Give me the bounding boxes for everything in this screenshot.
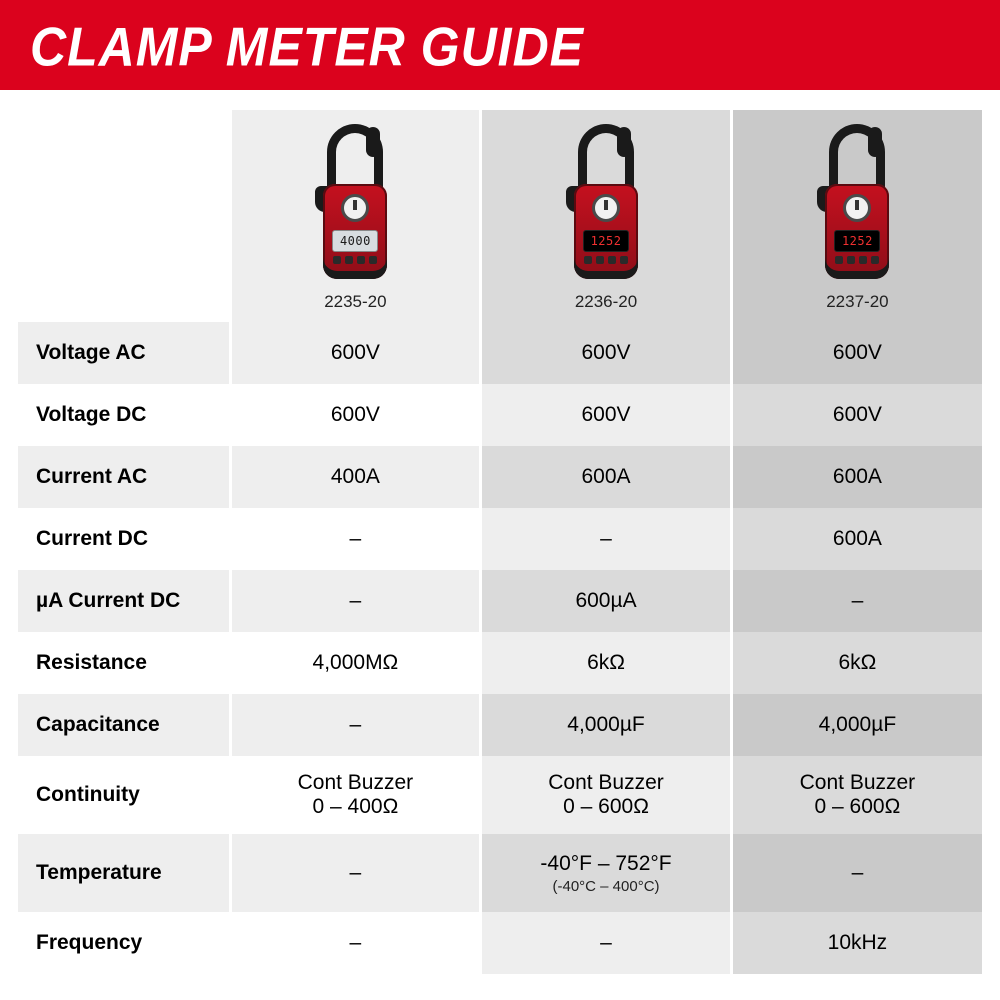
cell-value: – [481,912,732,974]
cell-value: 600V [731,322,982,384]
table-row: Voltage AC600V600V600V [18,322,982,384]
cell-value: 600V [731,384,982,446]
cell-value: 4,000MΩ [230,632,481,694]
cell-value: 600V [481,322,732,384]
table-row: Frequency––10kHz [18,912,982,974]
cell-value: 6kΩ [731,632,982,694]
comparison-table-wrap: 4000 2235-20 1252 2236-20 1252 [0,110,1000,974]
title-banner: CLAMP METER GUIDE [0,0,1000,90]
cell-value: 600V [230,384,481,446]
row-label: Frequency [18,912,230,974]
cell-value: – [731,570,982,632]
table-header: 4000 2235-20 1252 2236-20 1252 [18,110,982,322]
cell-value: Cont Buzzer0 – 600Ω [731,756,982,834]
cell-value: 4,000µF [731,694,982,756]
cell-value: 10kHz [731,912,982,974]
product-col-1: 4000 2235-20 [230,110,481,322]
cell-value: 600V [481,384,732,446]
table-row: µA Current DC–600µA– [18,570,982,632]
table-row: Voltage DC600V600V600V [18,384,982,446]
cell-value: 400A [230,446,481,508]
page-title: CLAMP METER GUIDE [30,15,970,79]
clamp-meter-icon: 1252 [570,124,642,279]
model-number: 2236-20 [486,292,726,312]
row-label: Current DC [18,508,230,570]
cell-value: – [230,912,481,974]
table-row: Current DC––600A [18,508,982,570]
clamp-meter-icon: 4000 [319,124,391,279]
cell-value: – [230,570,481,632]
cell-value: – [481,508,732,570]
row-label: Voltage DC [18,384,230,446]
cell-value: 600A [481,446,732,508]
cell-value: Cont Buzzer0 – 600Ω [481,756,732,834]
cell-value: – [731,834,982,912]
table-row: Capacitance–4,000µF4,000µF [18,694,982,756]
comparison-table: 4000 2235-20 1252 2236-20 1252 [18,110,982,974]
product-col-3: 1252 2237-20 [731,110,982,322]
row-label: Continuity [18,756,230,834]
cell-value: 600µA [481,570,732,632]
table-body: Voltage AC600V600V600VVoltage DC600V600V… [18,322,982,974]
cell-subvalue: (-40°C – 400°C) [482,878,730,895]
table-row: Current AC400A600A600A [18,446,982,508]
cell-value: 600A [731,508,982,570]
row-label: Voltage AC [18,322,230,384]
model-number: 2237-20 [737,292,978,312]
table-row: Temperature–-40°F – 752°F(-40°C – 400°C)… [18,834,982,912]
model-number: 2235-20 [236,292,476,312]
header-blank [18,110,230,322]
table-row: ContinuityCont Buzzer0 – 400ΩCont Buzzer… [18,756,982,834]
row-label: Temperature [18,834,230,912]
cell-value: – [230,694,481,756]
row-label: Capacitance [18,694,230,756]
cell-value: – [230,834,481,912]
row-label: µA Current DC [18,570,230,632]
cell-value: 4,000µF [481,694,732,756]
cell-value: – [230,508,481,570]
clamp-meter-icon: 1252 [821,124,893,279]
product-col-2: 1252 2236-20 [481,110,732,322]
cell-value: 6kΩ [481,632,732,694]
cell-value: 600V [230,322,481,384]
row-label: Current AC [18,446,230,508]
row-label: Resistance [18,632,230,694]
cell-value: -40°F – 752°F(-40°C – 400°C) [481,834,732,912]
cell-value: 600A [731,446,982,508]
cell-value: Cont Buzzer0 – 400Ω [230,756,481,834]
table-row: Resistance4,000MΩ6kΩ6kΩ [18,632,982,694]
